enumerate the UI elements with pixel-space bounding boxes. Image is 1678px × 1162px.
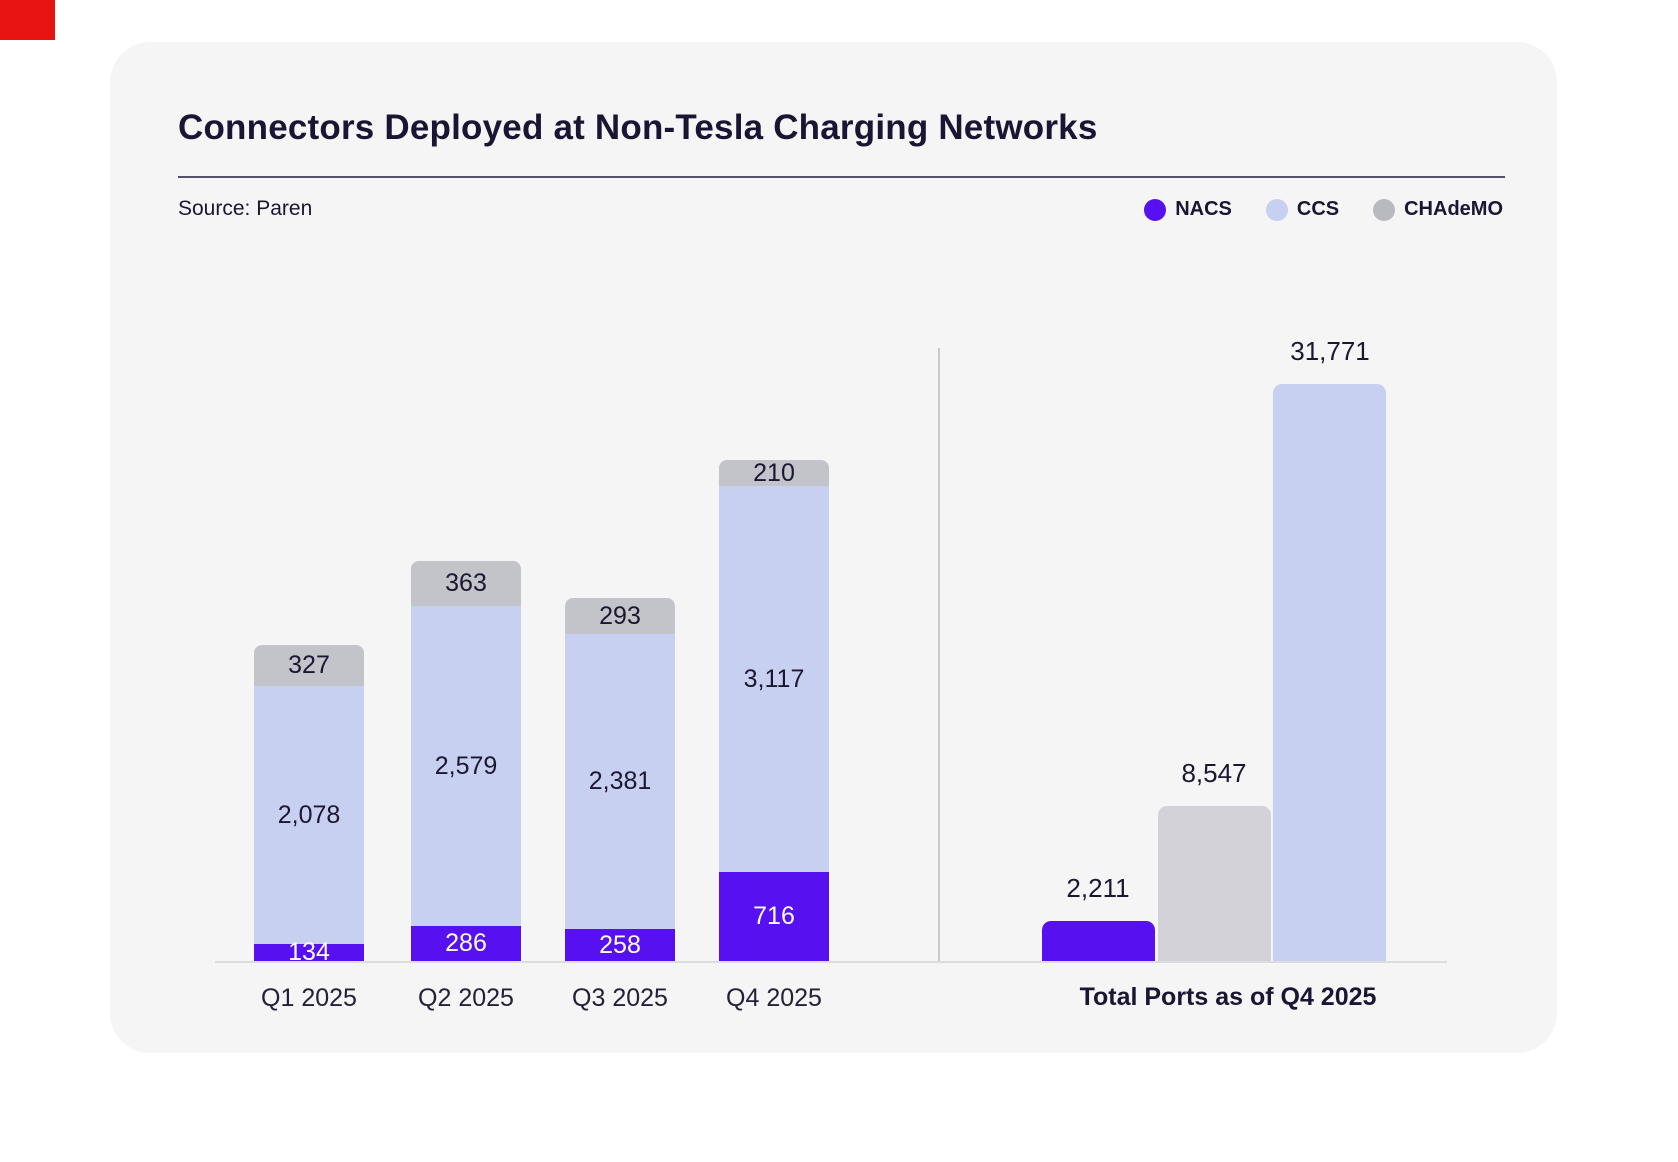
legend-item-ccs: CCS [1265,198,1340,221]
bar-segment-ccs: 2,381 [565,634,675,929]
segment-value-label: 327 [288,651,330,679]
segment-value-label: 258 [599,930,641,959]
stacked-bar-q1-2025: 327 2,078 134 [254,645,364,965]
bar-segment-ccs: 2,078 [254,686,364,944]
bar-segment-chademo: 293 [565,598,675,634]
bar-segment-nacs: 286 [411,926,521,961]
bar-segment-chademo: 327 [254,645,364,686]
total-bar-nacs [1042,921,1155,961]
x-axis-label-q4-2025: Q4 2025 [726,984,822,1012]
bar-segment-ccs: 2,579 [411,606,521,926]
bar-segment-chademo: 210 [719,460,829,486]
bar-segment-nacs: 258 [565,929,675,961]
segment-value-label: 716 [753,902,795,930]
segment-value-label: 363 [445,569,487,597]
segment-value-label: 210 [753,458,795,487]
x-axis-label-q2-2025: Q2 2025 [418,984,514,1012]
bar-segment-ccs: 3,117 [719,486,829,872]
segment-value-label: 293 [599,601,641,630]
segment-value-label: 286 [445,929,487,957]
legend-item-chademo: CHAdeMO [1373,198,1503,221]
x-axis-label-q3-2025: Q3 2025 [572,984,668,1012]
stacked-bar-q3-2025: 293 2,381 258 [565,598,675,961]
segment-value-label: 2,579 [434,751,498,780]
segment-value-label: 2,381 [588,767,652,795]
chart-title: Connectors Deployed at Non-Tesla Chargin… [178,108,1098,147]
chademo-legend-dot-icon [1373,198,1396,221]
total-value-label-nacs: 2,211 [1066,873,1130,903]
total-ports-caption: Total Ports as of Q4 2025 [1079,983,1377,1011]
red-corner-marker [0,0,55,40]
legend-label-chademo: CHAdeMO [1404,198,1503,220]
legend-label-ccs: CCS [1296,198,1340,220]
bar-segment-nacs: 716 [719,872,829,961]
title-divider [178,176,1505,178]
total-value-label-chademo: 8,547 [1181,758,1247,788]
total-bar-chademo [1158,806,1271,961]
segment-value-label: 134 [288,938,330,966]
bar-segment-nacs: 134 [254,940,364,965]
x-axis-label-q1-2025: Q1 2025 [261,984,357,1012]
segment-value-label: 2,078 [277,800,341,829]
stacked-bar-q2-2025: 363 2,579 286 [411,561,521,961]
legend-label-nacs: NACS [1175,198,1232,220]
total-bar-ccs [1273,384,1386,961]
x-axis-line [215,961,1447,963]
panel-divider [938,348,940,961]
legend: NACS CCS CHAdeMO [1144,198,1503,221]
legend-item-nacs: NACS [1144,198,1232,221]
stacked-bar-q4-2025: 210 3,117 716 [719,460,829,961]
source-label: Source: Paren [178,197,313,220]
bar-segment-chademo: 363 [411,561,521,606]
segment-value-label: 3,117 [743,664,805,693]
chart-card: Connectors Deployed at Non-Tesla Chargin… [110,42,1557,1053]
ccs-legend-dot-icon [1265,198,1288,221]
nacs-legend-dot-icon [1144,198,1167,221]
total-value-label-ccs: 31,771 [1290,336,1370,366]
